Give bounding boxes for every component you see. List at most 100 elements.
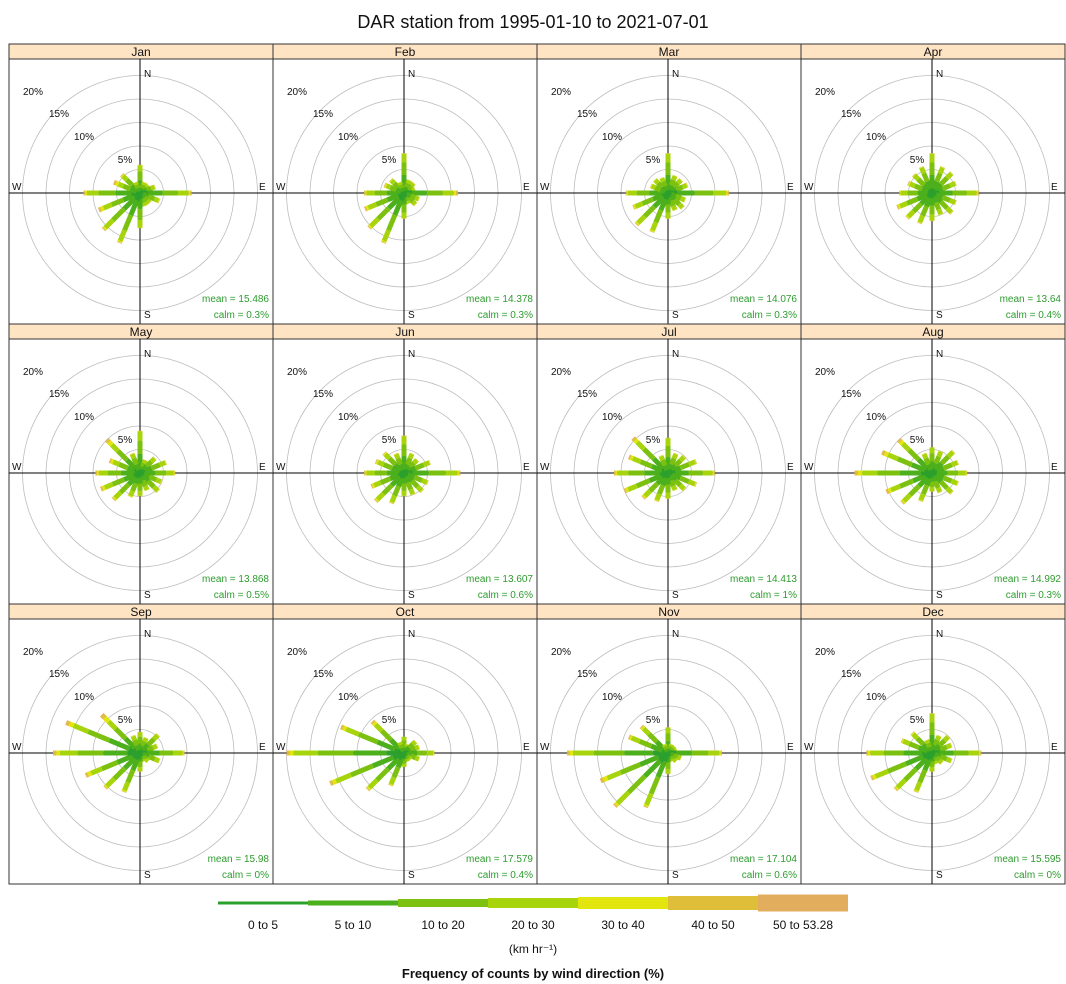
rose-bar-segment bbox=[929, 761, 935, 768]
rose-bar-segment bbox=[615, 470, 618, 476]
rose-bar-segment bbox=[428, 459, 431, 465]
rose-bar-segment bbox=[409, 181, 416, 188]
calm-label: calm = 0.4% bbox=[478, 870, 533, 881]
rose-bar-segment bbox=[976, 190, 978, 196]
rose-bar-segment bbox=[921, 452, 927, 455]
legend-swatch bbox=[758, 894, 848, 912]
rose-bar-segment bbox=[377, 459, 385, 467]
ring-label: 20% bbox=[551, 367, 571, 378]
rose-bar-segment bbox=[874, 768, 889, 779]
rose-bar-segment bbox=[382, 451, 387, 456]
rose-bar-segment bbox=[130, 735, 137, 741]
rose-bar-segment bbox=[639, 459, 653, 469]
calm-label: calm = 1% bbox=[750, 590, 797, 601]
rose-bar-segment bbox=[115, 180, 120, 187]
rose-bar-segment bbox=[413, 739, 418, 744]
rose-bar-segment bbox=[418, 196, 421, 202]
rose-bar-segment bbox=[940, 166, 945, 169]
rose-bar-segment bbox=[401, 153, 407, 163]
rose-bar-segment bbox=[908, 181, 911, 187]
rose-bar-segment bbox=[132, 739, 140, 747]
rose-bar-segment bbox=[386, 214, 398, 232]
rose-bar-segment bbox=[659, 176, 665, 179]
rose-bar-segment bbox=[854, 470, 856, 476]
chart-title: DAR station from 1995-01-10 to 2021-07-0… bbox=[357, 12, 708, 32]
rose-bar-segment bbox=[638, 738, 653, 749]
calm-label: calm = 0.6% bbox=[742, 870, 797, 881]
rose-bar-segment bbox=[687, 479, 696, 487]
rose-bar-segment bbox=[152, 456, 157, 461]
rose-bar-segment bbox=[411, 181, 416, 186]
rose-bar-segment bbox=[924, 180, 933, 190]
rose-bar-segment bbox=[883, 451, 890, 458]
rose-bar-segment bbox=[414, 195, 420, 202]
rose-bar-segment bbox=[950, 478, 958, 486]
rose-bar-segment bbox=[157, 198, 161, 204]
rose-bar-segment bbox=[112, 496, 117, 501]
rose-bar-segment bbox=[673, 452, 679, 456]
rose-bar-segment bbox=[630, 735, 641, 744]
ring-label: 20% bbox=[815, 367, 835, 378]
rose-bar-segment bbox=[134, 463, 142, 471]
rose-bar-segment bbox=[650, 221, 659, 232]
direction-label-s: S bbox=[672, 310, 679, 321]
rose-bar-segment bbox=[712, 470, 714, 476]
rose-bar-segment bbox=[383, 182, 386, 188]
ring-label: 15% bbox=[49, 109, 69, 120]
panel-plot-area bbox=[537, 339, 801, 604]
rose-bar-segment bbox=[137, 767, 143, 772]
rose-bar-segment bbox=[899, 470, 921, 476]
rose-bar-segment bbox=[389, 738, 402, 751]
rose-bar-segment bbox=[387, 456, 398, 467]
ring-label: 10% bbox=[866, 692, 886, 703]
rose-bar-segment bbox=[83, 190, 85, 196]
rose-bar-segment bbox=[931, 180, 940, 190]
rose-bar-segment bbox=[918, 500, 923, 503]
direction-label-e: E bbox=[259, 462, 266, 473]
rose-bar-segment bbox=[954, 180, 957, 186]
rose-bar-segment bbox=[166, 470, 174, 476]
mean-label: mean = 15.595 bbox=[994, 854, 1061, 865]
rose-bar-segment bbox=[664, 748, 670, 753]
rose-bar-segment bbox=[121, 789, 127, 793]
rose-bar-segment bbox=[685, 182, 689, 188]
rose-bar-segment bbox=[917, 214, 925, 224]
rose-bar-segment bbox=[602, 775, 609, 782]
direction-label-n: N bbox=[672, 629, 679, 640]
rose-bar-segment bbox=[141, 181, 147, 184]
rose-bar-segment bbox=[662, 745, 669, 751]
rose-bar-segment bbox=[397, 181, 402, 184]
rose-bar-segment bbox=[84, 190, 86, 196]
rose-bar-segment bbox=[939, 744, 948, 752]
panel-plot-area bbox=[537, 59, 801, 324]
rose-bar-segment bbox=[367, 202, 378, 211]
rose-bar-segment bbox=[665, 750, 671, 754]
rose-bar-segment bbox=[945, 206, 954, 215]
rose-bar-segment bbox=[629, 455, 634, 461]
rose-bar-segment bbox=[188, 190, 191, 196]
rose-bar-segment bbox=[695, 459, 698, 464]
rose-bar-segment bbox=[900, 500, 905, 505]
rose-bar-segment bbox=[392, 485, 401, 497]
rose-bar-segment bbox=[634, 201, 644, 209]
direction-label-e: E bbox=[787, 742, 794, 753]
rose-bar-segment bbox=[899, 201, 909, 209]
rose-bar-segment bbox=[365, 787, 370, 792]
rose-bar-segment bbox=[902, 493, 912, 503]
rose-bar-segment bbox=[662, 185, 670, 192]
rose-bar-segment bbox=[381, 241, 386, 244]
ring-label: 20% bbox=[815, 87, 835, 98]
rose-bar-segment bbox=[673, 478, 683, 488]
rose-bar-segment bbox=[154, 184, 157, 190]
rose-bar-segment bbox=[626, 774, 647, 795]
rose-bar-segment bbox=[190, 190, 192, 196]
rose-bar-segment bbox=[133, 475, 141, 485]
rose-bar-segment bbox=[374, 498, 379, 503]
rose-bar-segment bbox=[116, 449, 129, 462]
rose-bar-segment bbox=[719, 750, 721, 756]
rose-bar-segment bbox=[920, 205, 929, 217]
rose-bar-segment bbox=[85, 772, 90, 778]
